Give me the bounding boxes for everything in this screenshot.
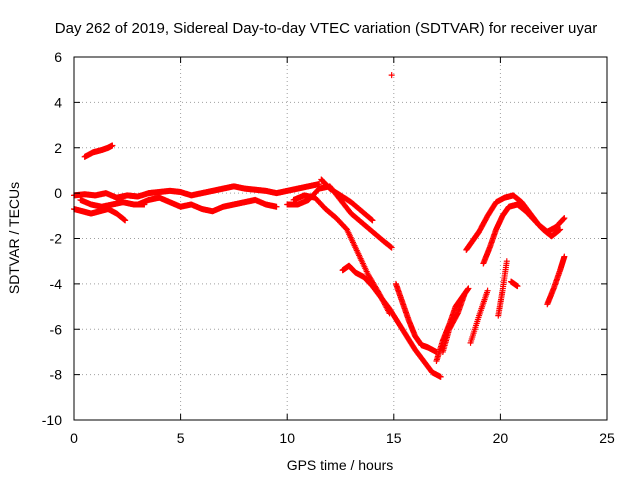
axis-ticks [73,56,608,421]
x-tick-label: 15 [386,430,402,446]
data-point [561,253,568,260]
data-point [109,142,116,149]
series-arc-13 [463,192,568,253]
data-point [561,215,568,222]
x-axis-label: GPS time / hours [287,457,394,473]
series-arc-2 [71,206,129,224]
series-arc-1 [71,181,323,201]
data-point [122,217,129,224]
series-arc-14 [467,287,491,346]
data-point [388,244,395,251]
series-arc-3 [81,142,116,160]
data-point [461,292,468,299]
series-arc-10 [392,280,440,355]
y-tick-label: -2 [50,231,63,247]
data-point [437,373,444,380]
y-tick-label: -4 [50,276,63,292]
data-point [560,216,567,223]
x-tick-label: 0 [70,430,78,446]
series-arc-12 [439,292,468,355]
data-point [514,283,521,290]
y-tick-label: 2 [54,140,62,156]
data-point [368,216,375,223]
y-tick-label: 4 [54,94,62,110]
y-tick-label: -8 [50,367,63,383]
data-point [557,226,564,233]
data-point [465,285,472,292]
data-point [388,72,395,79]
x-tick-label: 25 [599,430,615,446]
series-arc-15 [480,201,564,267]
series-arc-9 [339,262,444,380]
series-arc-7 [290,192,393,317]
series-arc-16 [495,258,510,319]
data-point [503,258,510,265]
y-tick-label: -6 [50,321,63,337]
y-tick-labels: -10 -8 -6 -4 -2 0 2 4 6 [42,49,62,428]
data-point [369,217,376,224]
x-tick-label: 10 [279,430,295,446]
series-outlier [388,72,395,79]
x-tick-label: 5 [177,430,185,446]
y-tick-label: 0 [54,185,62,201]
series-arc-5 [134,194,280,215]
data-point [273,203,280,210]
x-tick-labels: 0 5 10 15 20 25 [70,430,615,446]
data-marks [71,72,568,380]
series-arc-17 [508,278,521,290]
data-point [560,215,567,222]
chart-title: Day 262 of 2019, Sidereal Day-to-day VTE… [55,20,597,37]
plot-frame [73,56,608,421]
y-tick-label: -10 [42,412,62,428]
series-arc-8 [318,176,376,224]
y-tick-label: 6 [54,49,62,65]
series-arc-18 [544,253,568,308]
y-axis-label: SDTVAR / TECUs [6,182,22,294]
data-point [484,287,491,294]
x-tick-label: 20 [493,430,509,446]
grid-lines [74,57,607,420]
